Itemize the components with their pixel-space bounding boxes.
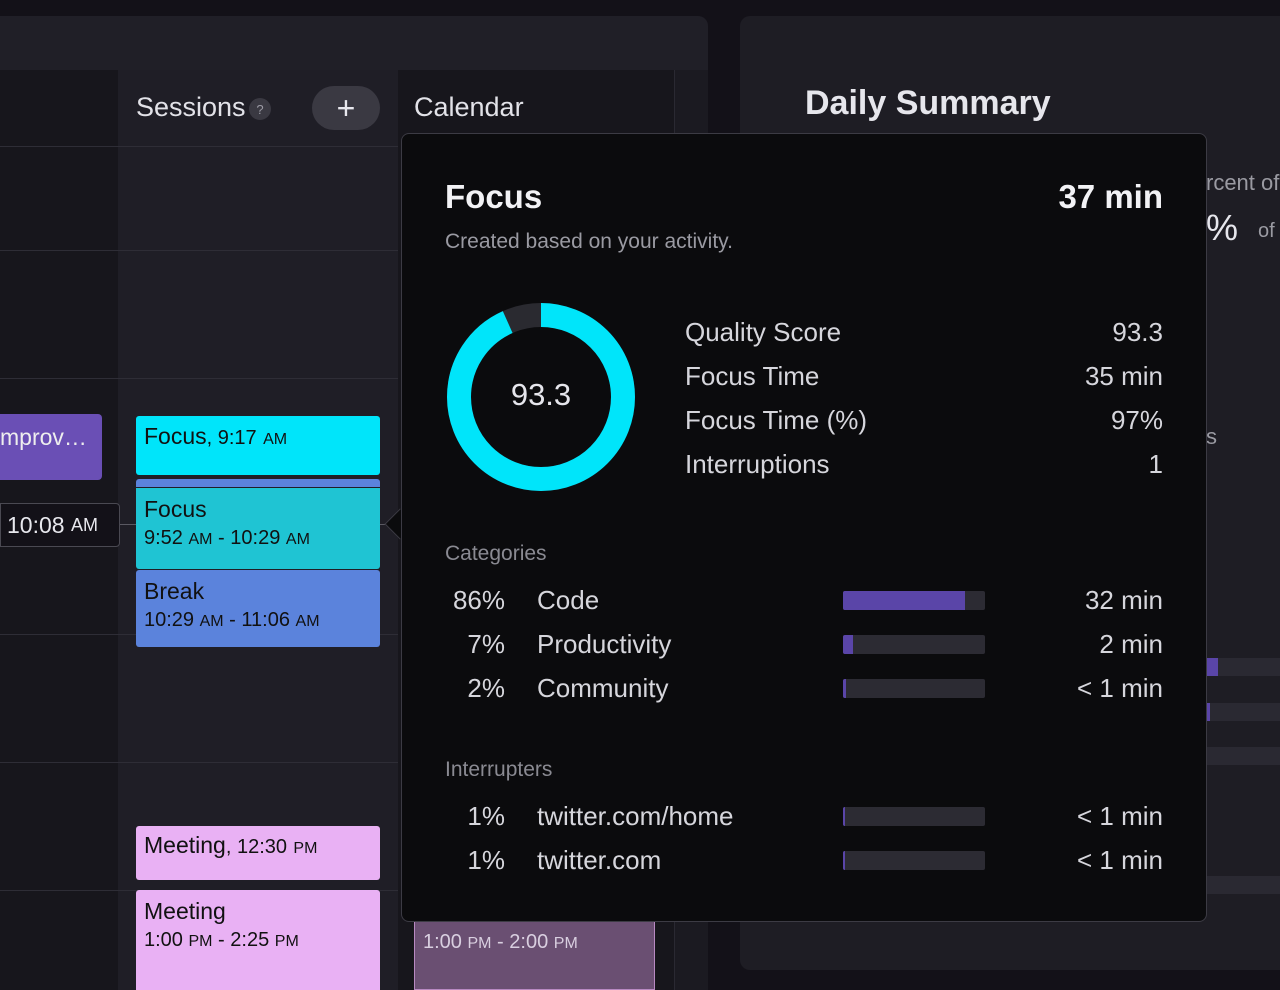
calendar-start: 1:00 — [423, 931, 462, 953]
grid-line — [0, 250, 398, 251]
summary-bar — [1206, 658, 1280, 676]
grid-line — [0, 762, 398, 763]
session-start: 9:52 — [144, 527, 183, 549]
session-name: Meeting — [144, 832, 226, 858]
popover-duration: 37 min — [1058, 178, 1163, 215]
interrupter-bar-fill — [843, 807, 846, 826]
calendar-event[interactable]: 1:00 PM - 2:00 PM — [414, 918, 655, 990]
daily-summary-title: Daily Summary — [805, 84, 1051, 122]
add-session-button[interactable]: + — [312, 86, 380, 130]
session-time: , 9:17 — [206, 427, 257, 449]
interrupter-pct: 1% — [467, 845, 505, 875]
category-value: 32 min — [1084, 585, 1163, 615]
popover-title: Focus — [445, 178, 543, 215]
summary-partial-pct: % — [1206, 207, 1239, 248]
current-time-indicator: 10:08 AM — [0, 503, 120, 547]
current-time: 10:08 — [7, 511, 65, 538]
category-bar-fill — [843, 679, 846, 698]
calendar-end: 2:00 — [509, 931, 549, 953]
session-name: Break — [144, 578, 205, 604]
session-end: 2:25 — [230, 929, 270, 951]
session-start-period: AM — [188, 531, 213, 548]
stat-value: 93.3 — [1112, 317, 1163, 347]
stat-value: 1 — [1148, 449, 1163, 479]
category-bar-fill — [843, 635, 853, 654]
category-pct: 7% — [467, 629, 505, 659]
session-start-period: AM — [199, 613, 224, 630]
left-panel-header — [0, 16, 708, 70]
calendar-title: Calendar — [414, 92, 524, 122]
category-bar-fill — [843, 591, 966, 610]
category-bar — [843, 679, 985, 698]
interrupter-name: twitter.com — [537, 845, 662, 875]
stat-label: Interruptions — [685, 449, 830, 479]
sessions-title: Sessions — [136, 92, 246, 122]
session-start-period: PM — [188, 933, 213, 950]
session-end-period: PM — [274, 933, 299, 950]
interrupter-pct: 1% — [467, 801, 505, 831]
category-bar — [843, 591, 985, 610]
popover-subtitle: Created based on your activity. — [445, 230, 733, 253]
stat-label: Focus Time (%) — [685, 405, 868, 435]
session-end: 10:29 — [230, 527, 281, 549]
session-meeting-100[interactable]: Meeting 1:00 PM - 2:25 PM — [136, 890, 380, 990]
category-pct: 2% — [467, 673, 505, 703]
calendar-start-period: PM — [467, 935, 492, 952]
summary-bar — [1206, 703, 1280, 721]
summary-partial-text: rcent of — [1206, 170, 1280, 195]
donut-label: 93.3 — [510, 377, 572, 412]
quality-donut — [447, 303, 635, 491]
session-start: 1:00 — [144, 929, 183, 951]
grid-line — [0, 146, 398, 147]
current-time-period: AM — [70, 514, 98, 535]
calendar-end-period: PM — [553, 935, 578, 952]
session-focus-917[interactable]: Focus, 9:17 AM — [136, 416, 380, 475]
session-end-period: AM — [295, 613, 320, 630]
category-pct: 86% — [452, 585, 505, 615]
session-period: AM — [263, 431, 288, 448]
interrupter-bar — [843, 851, 985, 870]
category-name: Productivity — [537, 629, 672, 659]
stat-label: Quality Score — [685, 317, 842, 347]
session-end-period: AM — [285, 531, 310, 548]
stat-label: Focus Time — [685, 361, 820, 391]
interrupter-bar-fill — [843, 851, 846, 870]
summary-bar — [1206, 747, 1280, 765]
grid-line — [0, 378, 398, 379]
session-divider-strip — [136, 479, 380, 487]
session-end: 11:06 — [241, 609, 290, 631]
categories-label: Categories — [445, 542, 547, 565]
donut-ring — [447, 303, 635, 491]
category-value: < 1 min — [1077, 673, 1163, 703]
session-start: 10:29 — [144, 609, 195, 631]
summary-partial-s: s — [1206, 424, 1217, 449]
stat-value: 97% — [1110, 405, 1163, 435]
category-bar — [843, 635, 985, 654]
session-detail-popover: Focus 37 min Created based on your activ… — [401, 133, 1207, 922]
category-value: 2 min — [1099, 629, 1163, 659]
category-name: Community — [537, 673, 669, 703]
interrupter-value: < 1 min — [1077, 845, 1163, 875]
left-event-label: mprov… — [0, 424, 87, 450]
summary-partial-of: of — [1258, 220, 1275, 242]
stat-value: 35 min — [1084, 361, 1163, 391]
session-break[interactable]: Break 10:29 AM - 11:06 AM — [136, 570, 380, 647]
help-icon[interactable]: ? — [249, 98, 271, 120]
session-focus-952[interactable]: Focus 9:52 AM - 10:29 AM — [136, 488, 380, 569]
interrupter-name: twitter.com/home — [537, 801, 734, 831]
session-time: , 12:30 — [225, 836, 287, 858]
interrupters-label: Interrupters — [445, 758, 553, 781]
interrupter-bar — [843, 807, 985, 826]
session-name: Focus — [144, 423, 207, 449]
session-name: Focus — [144, 496, 207, 522]
category-name: Code — [537, 585, 600, 615]
left-event-block[interactable]: mprov… — [0, 414, 102, 480]
session-name: Meeting — [144, 898, 226, 924]
session-period: PM — [293, 840, 318, 857]
summary-bar — [1206, 876, 1280, 894]
session-meeting-1230[interactable]: Meeting, 12:30 PM — [136, 826, 380, 880]
interrupter-value: < 1 min — [1077, 801, 1163, 831]
